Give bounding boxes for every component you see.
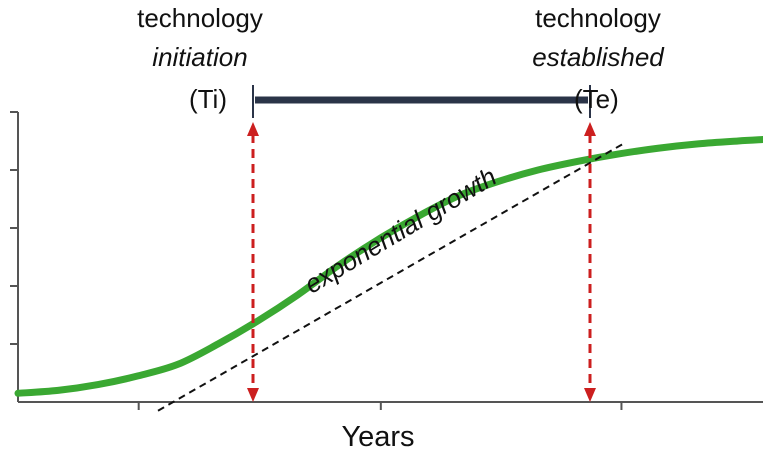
ti-label-technology: technology [137, 3, 263, 33]
axes [10, 111, 763, 410]
marker-arrow-up-te [584, 122, 596, 136]
ti-label-initiation: initiation [152, 42, 247, 72]
exponential-tangent-line [157, 143, 624, 412]
te-label-established: established [532, 42, 665, 72]
ti-label-code: (Ti) [189, 84, 227, 114]
te-label-code: (Te) [574, 84, 619, 114]
marker-arrow-down-ti [247, 388, 259, 402]
growth-curve [14, 136, 763, 397]
marker-arrow-up-ti [247, 122, 259, 136]
te-label-technology: technology [535, 3, 661, 33]
marker-lines [247, 122, 596, 402]
x-axis-label: Years [341, 421, 414, 453]
marker-arrow-down-te [584, 388, 596, 402]
